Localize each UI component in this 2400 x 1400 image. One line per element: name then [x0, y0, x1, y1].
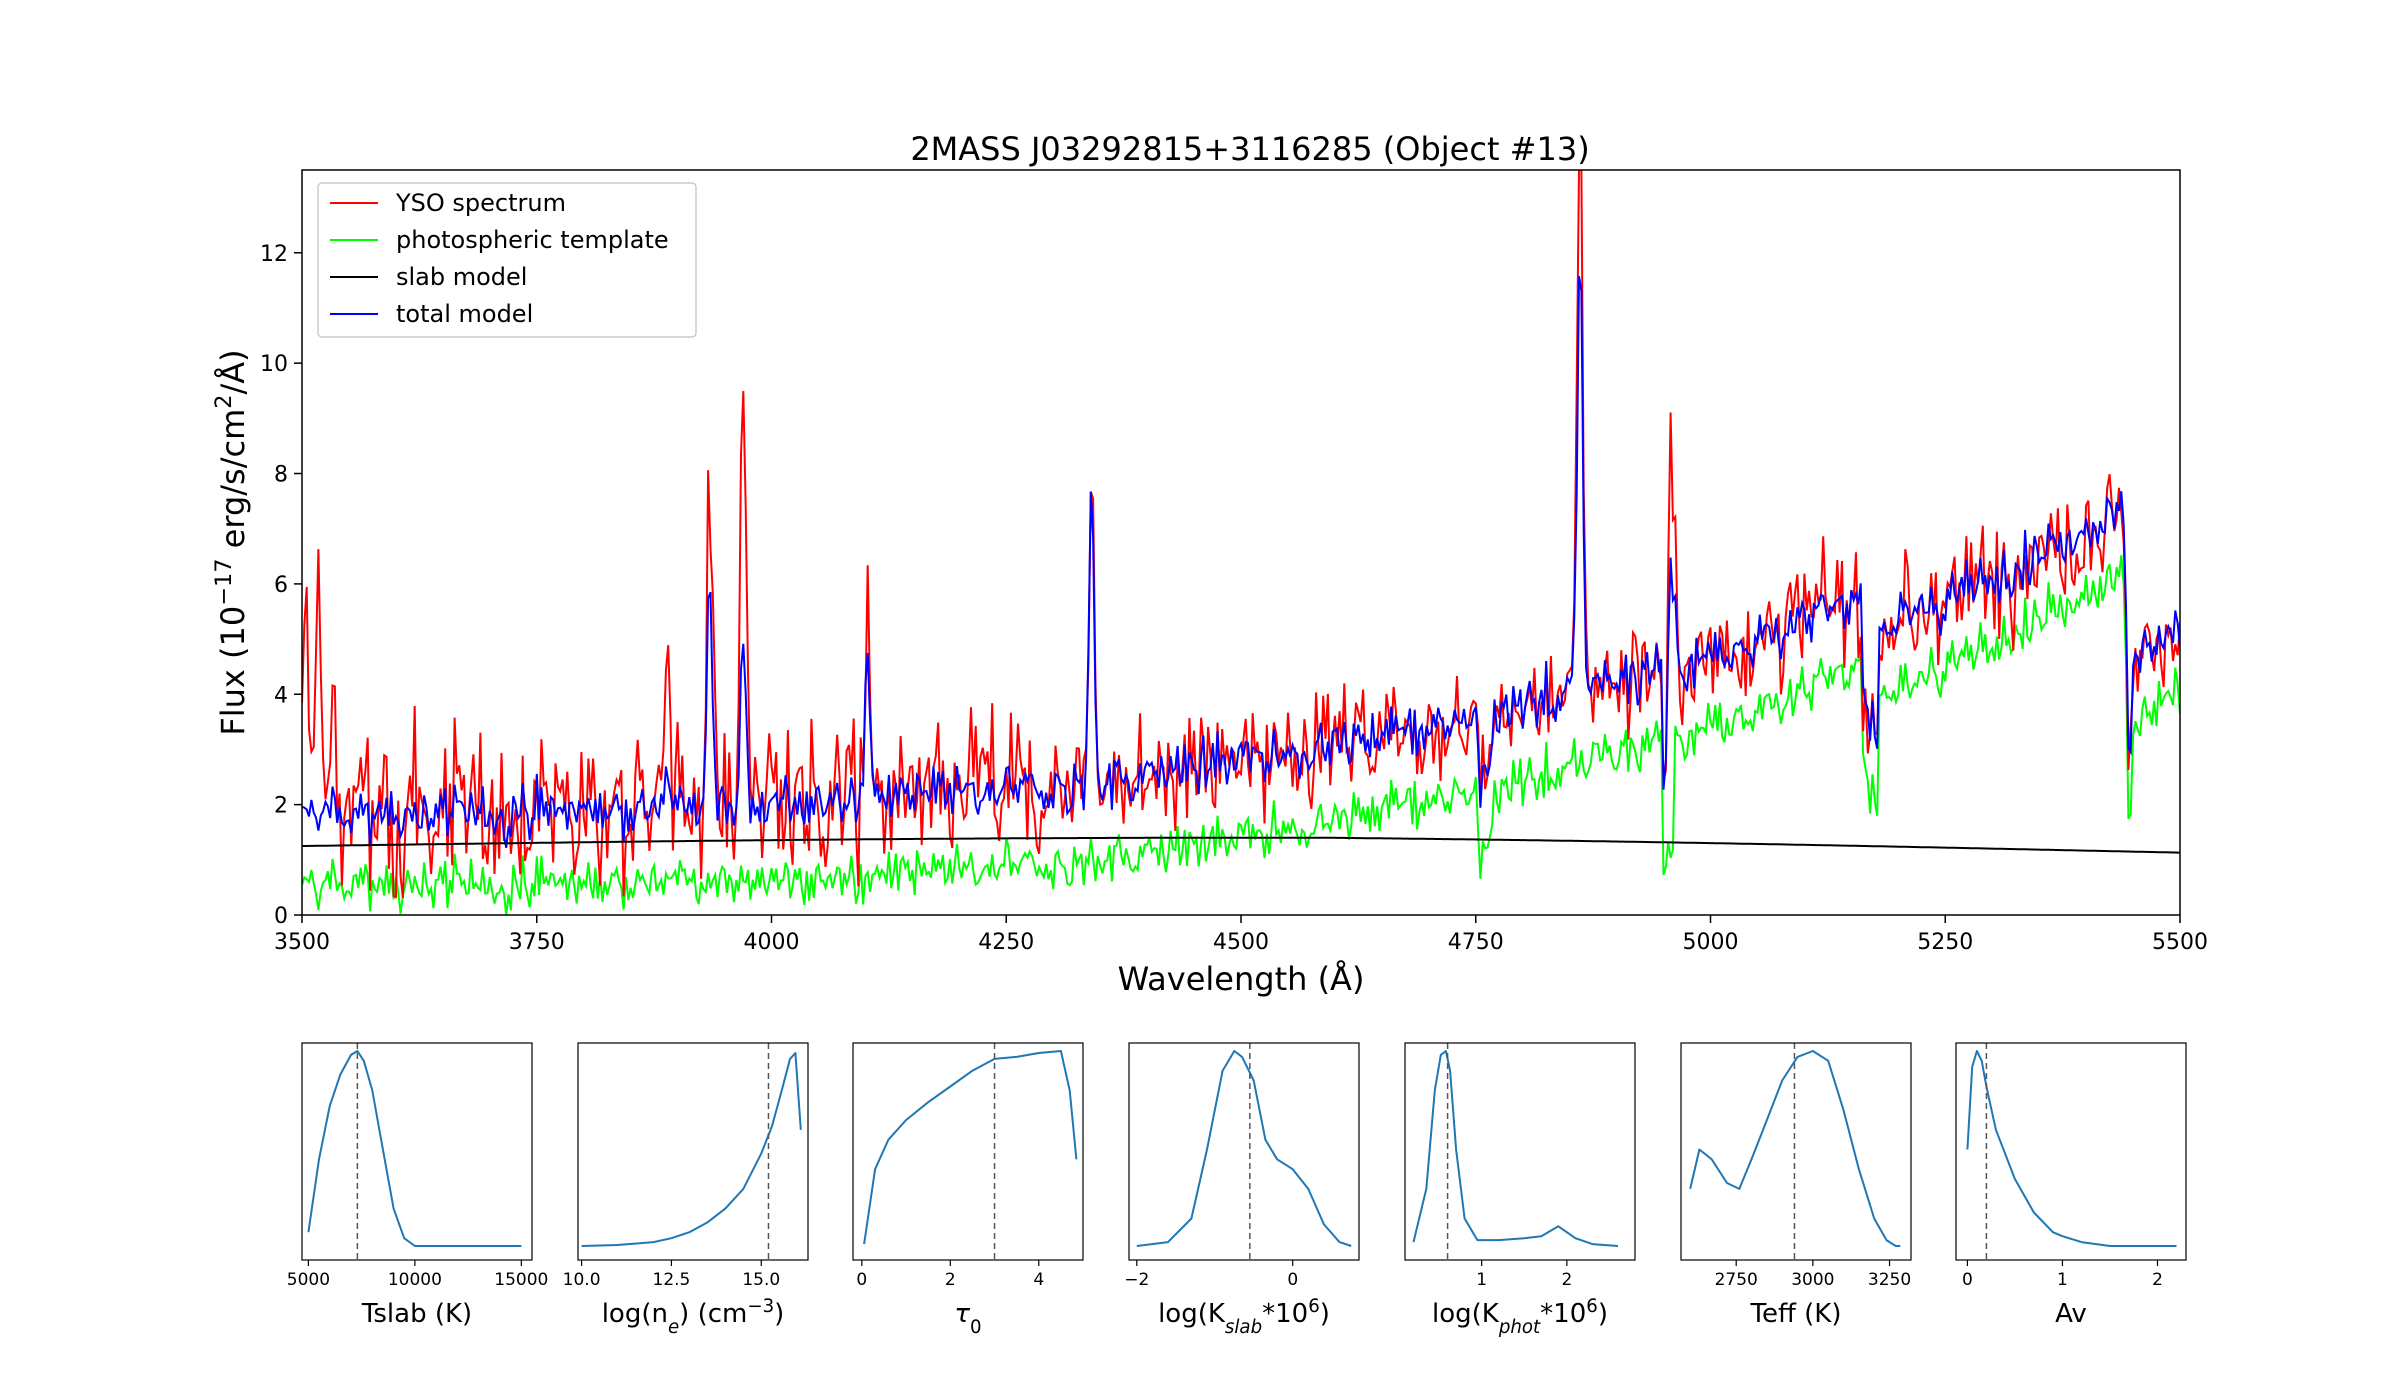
panel-frame [852, 1042, 1084, 1261]
panel-x-axis-label: Av [2055, 1299, 2087, 1329]
y-tick-label: 4 [274, 683, 288, 708]
panel-x-tick-label: 10000 [388, 1270, 442, 1290]
panel-frame [1128, 1042, 1360, 1261]
panel-x-tick-label: 12.5 [653, 1270, 691, 1290]
panel-x-tick-label: 2750 [1715, 1270, 1758, 1290]
y-tick-label: 6 [274, 573, 288, 598]
posterior-curve [1689, 1050, 1901, 1247]
panel-x-tick-label: 15.0 [742, 1270, 780, 1290]
x-tick-label: 4500 [1213, 930, 1269, 955]
legend-box [317, 182, 697, 338]
panel-x-tick-label: 0 [856, 1270, 867, 1290]
posterior-curve [307, 1050, 522, 1247]
panel-x-tick-label: 2 [945, 1270, 956, 1290]
y-tick-label: 8 [274, 463, 288, 488]
panel-x-tick-label: 3000 [1791, 1270, 1834, 1290]
yso-spectrum-line [302, 170, 2180, 899]
y-tick-label: 12 [260, 242, 288, 267]
x-tick-label: 4000 [744, 930, 800, 955]
posterior-panel-5: 1 2 log(Kphot*106) [1404, 1042, 1636, 1338]
x-tick-label: 3750 [509, 930, 565, 955]
series-group [302, 170, 2180, 915]
panel-x-tick-label: 2 [2152, 1270, 2163, 1290]
posterior-curve [863, 1050, 1078, 1245]
panel-x-axis-label: Teff (K) [1750, 1299, 1842, 1329]
x-tick-label: 5000 [1683, 930, 1739, 955]
panel-x-tick-label: −2 [1124, 1270, 1149, 1290]
legend-label-yso: YSO spectrum [395, 189, 566, 217]
posterior-panel-1: 5000 10000 15000 Tslab (K) [287, 1042, 548, 1329]
legend: YSO spectrum photospheric template slab mo… [317, 182, 697, 338]
x-tick-label: 5250 [1917, 930, 1973, 955]
x-tick-label: 3500 [274, 930, 330, 955]
panel-x-tick-label: 0 [1962, 1270, 1973, 1290]
photospheric-template-line [302, 555, 2180, 915]
posterior-curve [1966, 1050, 2177, 1247]
posterior-curve [581, 1052, 802, 1247]
panel-x-tick-label: 5000 [287, 1270, 330, 1290]
panel-frame [1955, 1042, 2187, 1261]
x-tick-label: 5500 [2152, 930, 2208, 955]
panel-frame [301, 1042, 533, 1261]
posterior-curve [1136, 1050, 1352, 1247]
posterior-panel-6: 2750 3000 3250 Teff (K) [1680, 1042, 1912, 1329]
y-tick-label: 2 [274, 794, 288, 819]
panel-x-tick-label: 15000 [494, 1270, 548, 1290]
panel-x-axis-label: log(ne) (cm−3) [602, 1296, 785, 1338]
panel-x-tick-label: 4 [1033, 1270, 1044, 1290]
panel-x-axis-label: Tslab (K) [361, 1299, 472, 1329]
main-plot-area: 3500 3750 4000 4250 4500 4750 5000 5250 5500 0 2 4 6… [211, 169, 2208, 998]
panel-frame [1680, 1042, 1912, 1261]
panel-x-tick-label: 10.0 [563, 1270, 601, 1290]
y-tick-label: 0 [274, 904, 288, 929]
y-axis-label: Flux (10−17 erg/s/cm2/Å) [211, 349, 252, 735]
panel-frame [577, 1042, 809, 1261]
legend-label-total: total model [396, 300, 533, 328]
slab-model-line [302, 836, 2180, 854]
panel-x-axis-label: log(Kslab*106) [1158, 1296, 1330, 1338]
posterior-panel-4: −2 0 log(Kslab*106) [1124, 1042, 1360, 1338]
x-tick-label: 4750 [1448, 930, 1504, 955]
panel-frame [1404, 1042, 1636, 1261]
total-model-line [302, 275, 2180, 848]
posterior-panel-2: 10.0 12.5 15.0 log(ne) (cm−3) [563, 1042, 809, 1338]
posterior-panel-3: 0 2 4 τ0 [852, 1042, 1084, 1338]
legend-label-slab: slab model [396, 263, 527, 291]
panel-x-axis-label: log(Kphot*106) [1432, 1296, 1608, 1338]
panel-x-tick-label: 0 [1287, 1270, 1298, 1290]
chart-title: 2MASS J03292815+3116285 (Object #13) [910, 130, 1589, 168]
legend-label-photosphere: photospheric template [396, 226, 669, 254]
posterior-panel-7: 0 1 2 Av [1955, 1042, 2187, 1329]
panel-x-tick-label: 3250 [1868, 1270, 1911, 1290]
panel-x-tick-label: 1 [1476, 1270, 1487, 1290]
x-tick-label: 4250 [978, 930, 1034, 955]
x-axis-label: Wavelength (Å) [1118, 960, 1365, 998]
posterior-panels: 5000 10000 15000 Tslab (K) 10.0 12.5 15.0 log(n… [287, 1042, 2187, 1338]
y-tick-label: 10 [260, 352, 288, 377]
posterior-curve [1412, 1050, 1619, 1247]
panel-x-tick-label: 2 [1561, 1270, 1572, 1290]
panel-x-tick-label: 1 [2057, 1270, 2068, 1290]
panel-x-axis-label: τ0 [954, 1299, 981, 1338]
